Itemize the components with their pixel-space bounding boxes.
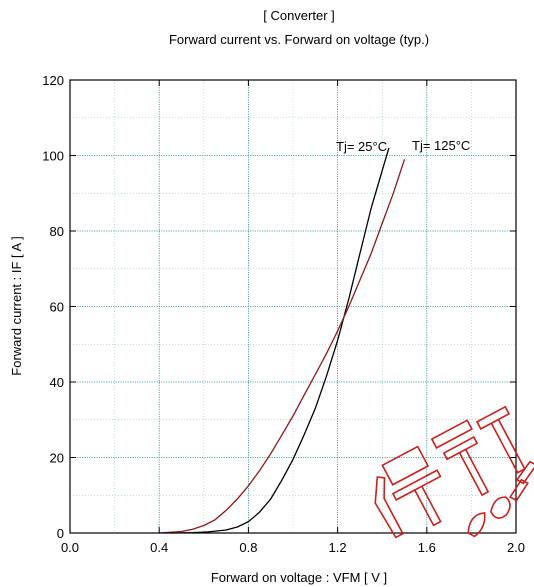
series-label-tj25: Tj= 25°C xyxy=(336,139,387,154)
chart-title: [ Converter ] xyxy=(263,8,335,23)
y-tick-label: 20 xyxy=(50,451,64,466)
x-tick-label: 1.6 xyxy=(418,540,436,555)
y-tick-label: 100 xyxy=(42,149,64,164)
series-label-tj125: Tj= 125°C xyxy=(412,138,470,153)
series-line-tj125 xyxy=(159,159,406,534)
x-tick-label: 0.4 xyxy=(150,540,168,555)
y-axis-tick-labels: 0 20 40 60 80 100 120 xyxy=(42,73,64,541)
x-tick-label: 0.8 xyxy=(239,540,257,555)
y-axis-label: Forward current : IF [ A ] xyxy=(9,236,24,375)
y-tick-label: 120 xyxy=(42,73,64,88)
y-tick-label: 60 xyxy=(50,300,64,315)
y-tick-label: 40 xyxy=(50,375,64,390)
x-tick-label: 2.0 xyxy=(507,540,525,555)
y-tick-label: 0 xyxy=(57,526,64,541)
series-line-tj25 xyxy=(170,147,390,534)
x-tick-label: 0.0 xyxy=(61,540,79,555)
y-tick-label: 80 xyxy=(50,224,64,239)
chart-subtitle: Forward current vs. Forward on voltage (… xyxy=(169,32,429,47)
x-axis-tick-labels: 0.0 0.4 0.8 1.2 1.6 2.0 xyxy=(61,540,525,555)
watermark-stamp xyxy=(374,405,534,539)
gridlines xyxy=(70,80,516,533)
axis-ticks xyxy=(69,79,517,534)
x-tick-label: 1.2 xyxy=(329,540,347,555)
series-lines xyxy=(159,147,406,534)
x-axis-label: Forward on voltage : VFM [ V ] xyxy=(211,570,387,585)
